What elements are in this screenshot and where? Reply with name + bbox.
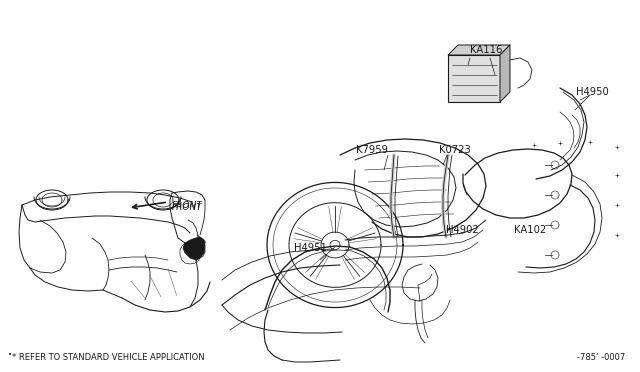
Text: H4902: H4902	[445, 225, 478, 235]
Text: H4950: H4950	[575, 87, 609, 97]
Text: KA116: KA116	[470, 45, 502, 55]
Text: -785’ -0007: -785’ -0007	[577, 353, 625, 362]
Text: K7959: K7959	[356, 145, 388, 155]
Text: FRONT: FRONT	[172, 201, 203, 209]
Polygon shape	[448, 55, 500, 102]
Polygon shape	[500, 45, 510, 102]
Text: H4951: H4951	[294, 243, 326, 253]
Text: FRONT: FRONT	[172, 203, 203, 212]
Text: * REFER TO STANDARD VEHICLE APPLICATION: * REFER TO STANDARD VEHICLE APPLICATION	[12, 353, 205, 362]
Text: •: •	[8, 352, 12, 358]
Polygon shape	[448, 45, 510, 55]
Text: KA102: KA102	[514, 225, 546, 235]
Text: K0723: K0723	[439, 145, 471, 155]
Polygon shape	[183, 237, 205, 260]
